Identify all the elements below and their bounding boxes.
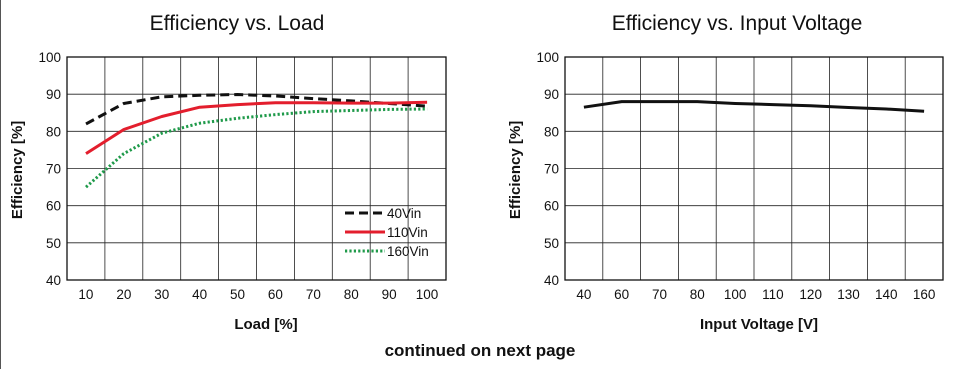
chart1-xtick-80: 80 [344, 287, 359, 302]
chart2-xlabel: Input Voltage [V] [700, 316, 818, 333]
chart2-xtick-130: 130 [837, 287, 860, 302]
page-left-rule [0, 0, 1, 369]
chart1-ytick-40: 40 [46, 273, 61, 288]
chart2-plot-frame [564, 56, 944, 281]
chart1-legend-label-110vin: 110Vin [387, 225, 428, 240]
chart1-ytick-100: 100 [38, 50, 61, 65]
chart1-xtick-20: 20 [116, 287, 131, 302]
chart1-ylabel: Efficiency [%] [9, 121, 26, 219]
chart2-xtick-100: 100 [724, 287, 747, 302]
chart1-xtick-50: 50 [230, 287, 245, 302]
chart1-xtick-40: 40 [192, 287, 207, 302]
chart1-plot-frame [66, 56, 447, 281]
chart2-series-line [583, 100, 925, 113]
chart2-ylabel: Efficiency [%] [507, 121, 524, 219]
chart1-xlabel: Load [%] [234, 316, 297, 333]
continued-note: continued on next page [384, 341, 576, 360]
chart2-ytick-60: 60 [544, 199, 559, 214]
chart1-legend-label-160vin: 160Vin [387, 244, 429, 259]
chart2-ytick-100: 100 [536, 50, 559, 65]
chart2-ytick-50: 50 [544, 236, 559, 251]
chart1-xtick-70: 70 [306, 287, 321, 302]
chart2-ytick-70: 70 [544, 162, 559, 177]
chart2-xtick-40: 40 [576, 287, 591, 302]
chart1-series-110vin [85, 100, 428, 155]
chart2-xtick-120: 120 [799, 287, 822, 302]
chart1-xtick-60: 60 [268, 287, 283, 302]
chart2-title: Efficiency vs. Input Voltage [612, 12, 863, 35]
chart2-xtick-110: 110 [762, 287, 784, 302]
chart1-series-160vin [85, 107, 428, 189]
chart1-ytick-50: 50 [46, 236, 61, 251]
chart1-ytick-80: 80 [46, 124, 61, 139]
chart1-title: Efficiency vs. Load [150, 12, 325, 35]
chart1-xtick-30: 30 [154, 287, 169, 302]
chart1-xtick-100: 100 [416, 287, 439, 302]
chart1-legend-label-40vin: 40Vin [387, 206, 421, 221]
chart2-ytick-90: 90 [544, 87, 559, 102]
chart2-xtick-60: 60 [614, 287, 629, 302]
chart2-xtick-70: 70 [652, 287, 667, 302]
chart1-ytick-60: 60 [46, 199, 61, 214]
chart2-xtick-80: 80 [690, 287, 705, 302]
chart2-ytick-40: 40 [544, 273, 559, 288]
chart2-ytick-80: 80 [544, 124, 559, 139]
chart2-xtick-160: 160 [913, 287, 936, 302]
chart1-series-40vin [85, 93, 428, 126]
chart1-ytick-90: 90 [46, 87, 61, 102]
chart1-ytick-70: 70 [46, 162, 61, 177]
chart1-xtick-10: 10 [78, 287, 93, 302]
chart2-xtick-140: 140 [875, 287, 898, 302]
chart1-xtick-90: 90 [382, 287, 397, 302]
